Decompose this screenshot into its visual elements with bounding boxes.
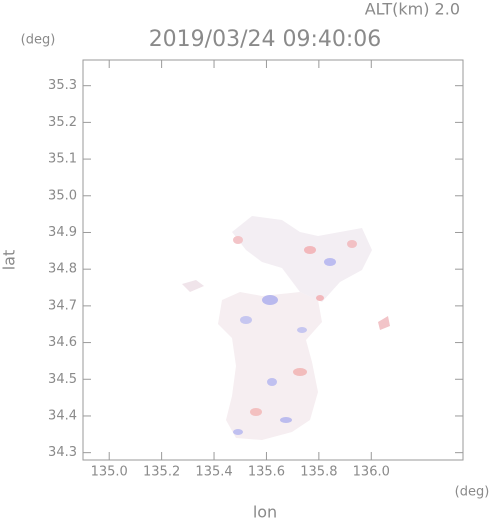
chart-title: 2019/03/24 09:40:06 — [149, 27, 382, 52]
y-tick-label: 35.2 — [48, 115, 77, 130]
y-tick-label: 34.9 — [48, 225, 77, 240]
altitude-label: ALT(km) 2.0 — [365, 0, 460, 19]
y-tick-label: 34.5 — [48, 372, 77, 387]
x-tick-label: 135.6 — [248, 465, 285, 480]
x-tick-label: 135.2 — [143, 465, 180, 480]
y-tick-label: 35.3 — [48, 78, 77, 93]
y-tick-label: 34.3 — [48, 445, 77, 460]
echo-area — [182, 216, 390, 440]
y-unit: (deg) — [21, 33, 56, 48]
y-tick-label: 34.7 — [48, 298, 77, 313]
x-tick-label: 135.8 — [300, 465, 337, 480]
plot-frame — [82, 59, 464, 461]
x-axis-label: lon — [253, 503, 277, 521]
y-tick-label: 34.8 — [48, 262, 77, 277]
y-tick-label: 34.4 — [48, 408, 77, 423]
y-tick-label: 35.1 — [48, 152, 77, 167]
x-tick-label: 136.0 — [353, 465, 390, 480]
y-tick-label: 35.0 — [48, 188, 77, 203]
x-unit: (deg) — [455, 485, 490, 500]
y-axis-label: lat — [0, 250, 19, 271]
y-tick-label: 34.6 — [48, 335, 77, 350]
x-tick-label: 135.0 — [91, 465, 128, 480]
x-tick-label: 135.4 — [195, 465, 232, 480]
